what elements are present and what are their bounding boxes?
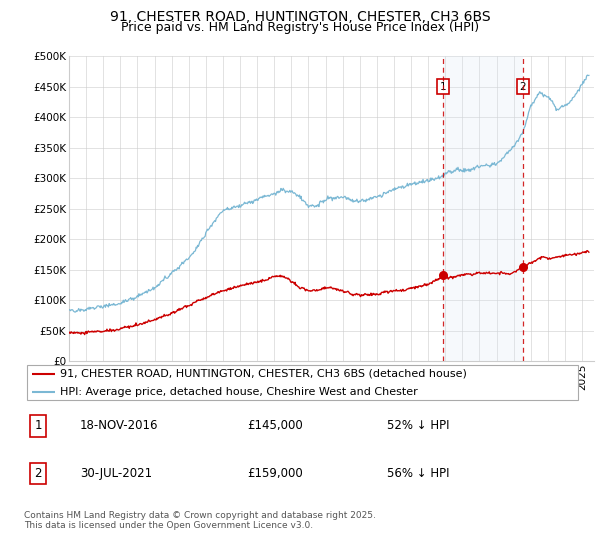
- Text: Price paid vs. HM Land Registry's House Price Index (HPI): Price paid vs. HM Land Registry's House …: [121, 21, 479, 34]
- Text: 91, CHESTER ROAD, HUNTINGTON, CHESTER, CH3 6BS (detached house): 91, CHESTER ROAD, HUNTINGTON, CHESTER, C…: [60, 369, 467, 379]
- Text: 91, CHESTER ROAD, HUNTINGTON, CHESTER, CH3 6BS: 91, CHESTER ROAD, HUNTINGTON, CHESTER, C…: [110, 10, 490, 24]
- Text: £145,000: £145,000: [247, 419, 303, 432]
- Text: 2: 2: [520, 82, 526, 91]
- Text: 1: 1: [440, 82, 446, 91]
- Text: £159,000: £159,000: [247, 467, 303, 480]
- Text: Contains HM Land Registry data © Crown copyright and database right 2025.
This d: Contains HM Land Registry data © Crown c…: [24, 511, 376, 530]
- Text: 18-NOV-2016: 18-NOV-2016: [80, 419, 158, 432]
- FancyBboxPatch shape: [27, 365, 578, 400]
- Text: 56% ↓ HPI: 56% ↓ HPI: [387, 467, 449, 480]
- Bar: [443, 56, 523, 361]
- Text: 52% ↓ HPI: 52% ↓ HPI: [387, 419, 449, 432]
- Text: 1: 1: [34, 419, 42, 432]
- Text: 30-JUL-2021: 30-JUL-2021: [80, 467, 152, 480]
- Text: HPI: Average price, detached house, Cheshire West and Chester: HPI: Average price, detached house, Ches…: [60, 388, 418, 398]
- Text: 2: 2: [34, 467, 42, 480]
